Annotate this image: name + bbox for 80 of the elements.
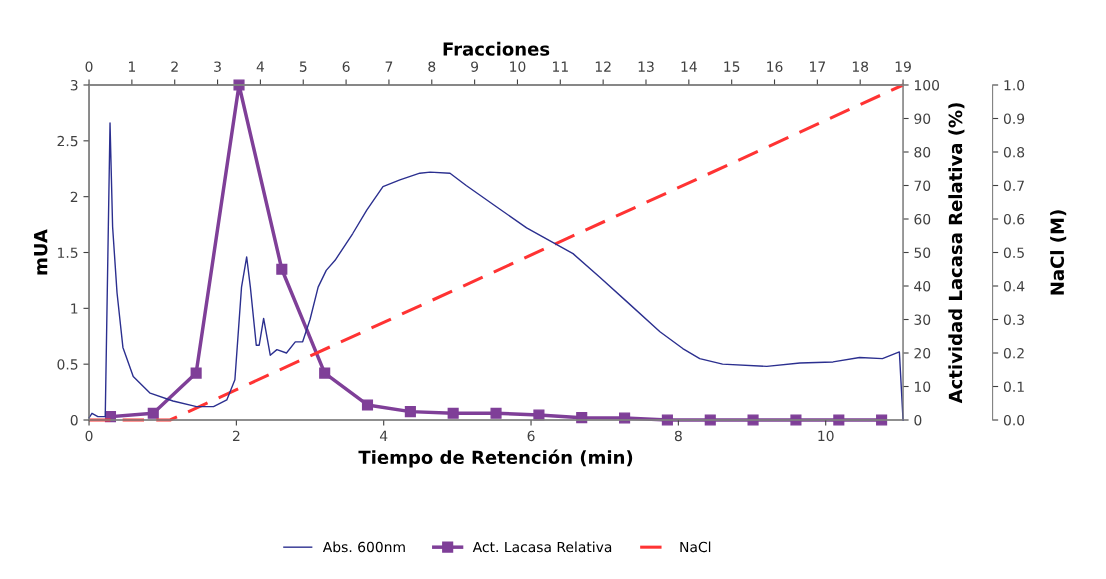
point	[747, 414, 759, 426]
x-tick-label: 8	[674, 430, 682, 442]
point	[619, 412, 631, 424]
y3-tick-label: 0.4	[1003, 280, 1025, 292]
y3-tick-label: 0.3	[1003, 314, 1024, 325]
point	[404, 406, 416, 418]
y2-tick-label: 60	[914, 213, 931, 225]
x2-tick-label: 13	[638, 61, 654, 72]
point	[319, 367, 331, 379]
x2-tick-label: 8	[428, 61, 436, 72]
point	[361, 399, 374, 411]
x2-tick-label: 15	[724, 61, 740, 72]
point	[876, 414, 888, 426]
y3-tick-label: 0.0	[1003, 414, 1025, 426]
y2-axis-title: Actividad Lacasa Relativa (%)	[948, 103, 965, 404]
point	[661, 414, 673, 426]
y3-tick-label: 0.7	[1003, 180, 1024, 191]
y2-tick-label: 50	[914, 247, 931, 258]
x2-tick-label: 1	[128, 61, 136, 72]
x2-axis-title: Fracciones	[443, 41, 550, 56]
y-tick-label: 2.5	[57, 135, 78, 147]
x2-tick-label: 0	[85, 61, 93, 72]
legend-label: Act. Lacasa Relativa	[472, 541, 612, 553]
y3-tick-label: 0.5	[1003, 247, 1024, 258]
point	[447, 407, 459, 419]
x2-tick-label: 14	[681, 61, 697, 72]
x2-tick-label: 16	[767, 61, 783, 72]
x-tick-label: 2	[232, 430, 240, 441]
legend-label: NaCl	[680, 541, 711, 553]
x2-tick-label: 7	[385, 61, 393, 72]
y3-axis-title: NaCl (M)	[1050, 210, 1067, 295]
x2-tick-label: 2	[171, 61, 178, 72]
point	[833, 414, 845, 426]
x2-tick-label: 11	[552, 61, 568, 72]
y3-tick-label: 0.8	[1003, 146, 1025, 158]
x2-tick-label: 19	[895, 61, 911, 72]
y2-tick-label: 0	[914, 414, 922, 426]
x2-tick-label: 9	[471, 61, 479, 72]
y3-tick-label: 0.6	[1003, 213, 1025, 225]
y3-tick-label: 1.0	[1004, 79, 1025, 91]
y2-tick-label: 20	[914, 347, 931, 359]
point	[233, 79, 245, 91]
y-tick-label: 1	[71, 303, 78, 314]
x-tick-label: 0	[85, 430, 93, 442]
point	[704, 414, 716, 426]
y2-tick-label: 10	[914, 381, 931, 392]
y3-tick-label: 0.2	[1003, 347, 1024, 359]
x-tick-label: 4	[379, 430, 388, 441]
x-tick-label: 10	[818, 430, 834, 442]
y2-tick-label: 30	[914, 314, 931, 325]
point	[533, 409, 545, 421]
x2-tick-label: 4	[256, 61, 265, 72]
y2-tick-label: 80	[914, 146, 931, 158]
y-axis-title: mUA	[34, 229, 48, 275]
x2-tick-label: 17	[810, 61, 826, 72]
y2-tick-label: 100	[914, 79, 940, 91]
x-tick-label: 6	[527, 430, 535, 442]
y2-tick-label: 90	[914, 113, 931, 124]
y2-tick-label: 40	[914, 280, 931, 292]
y3-tick-label: 0.1	[1003, 381, 1024, 392]
x2-tick-label: 3	[214, 61, 221, 72]
point	[190, 367, 202, 379]
y-tick-label: 3	[70, 79, 78, 91]
y-tick-label: 1.5	[58, 247, 78, 258]
x2-tick-label: 18	[852, 61, 869, 72]
point	[147, 407, 159, 419]
point	[490, 407, 502, 419]
x2-tick-label: 10	[510, 61, 526, 72]
point	[790, 414, 802, 426]
x2-tick-label: 5	[299, 61, 307, 72]
legend-label: Abs. 600nm	[322, 541, 405, 553]
y3-tick-label: 0.9	[1003, 113, 1025, 124]
y-tick-label: 0.5	[57, 359, 78, 370]
y-tick-label: 2	[70, 191, 78, 202]
y2-tick-label: 70	[914, 180, 931, 191]
x-axis-title: Tiempo de Retención (min)	[358, 449, 633, 468]
x2-tick-label: 12	[595, 61, 611, 72]
y-tick-label: 0	[70, 414, 78, 426]
x2-tick-label: 6	[342, 61, 350, 72]
point	[276, 263, 288, 275]
